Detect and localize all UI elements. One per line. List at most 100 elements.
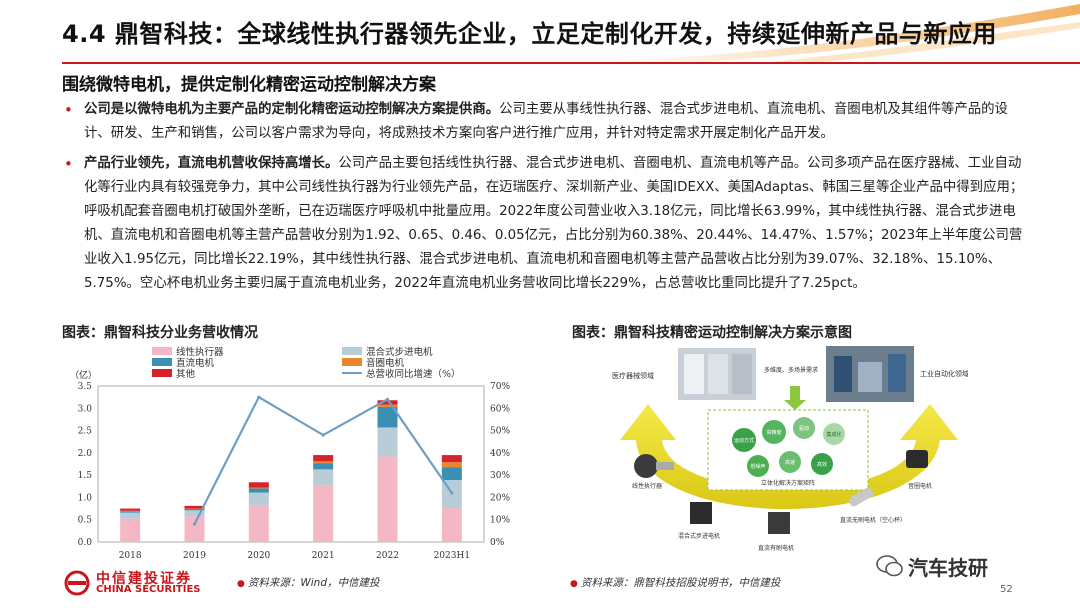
page-number: 52 — [1000, 584, 1013, 595]
header-swoosh-decoration — [560, 4, 1080, 62]
dc-brushless-photo — [848, 487, 874, 507]
growth-point — [321, 433, 325, 437]
plot-frame — [97, 385, 485, 543]
y-tick-label: 2.5 — [78, 427, 93, 437]
y2-tick-label: 70% — [490, 382, 510, 392]
y-tick-label: 1.5 — [78, 471, 93, 481]
linear-actuator-photo — [634, 454, 658, 478]
y2-tick-label: 50% — [490, 427, 510, 437]
bar-segment — [313, 455, 334, 462]
bar-segment — [441, 467, 462, 481]
y2-tick-label: 10% — [490, 516, 510, 526]
bubble-3: 驱动 — [799, 425, 809, 432]
bar-segment — [313, 485, 334, 542]
bubble-6: 高速 — [785, 459, 795, 466]
label-medical: 医疗器械领域 — [612, 371, 654, 380]
bubble-1: 运动方式 — [734, 437, 754, 444]
bar-segment — [248, 492, 269, 506]
x-tick-label: 2021 — [312, 551, 335, 561]
yellow-u-arrow — [620, 404, 958, 509]
x-tick-label: 2023H1 — [434, 551, 470, 561]
y2-tick-label: 60% — [490, 404, 510, 414]
y-tick-label: 1.0 — [78, 493, 93, 503]
x-tick-label: 2018 — [119, 551, 142, 561]
citic-logo-icon — [64, 570, 90, 596]
x-tick-label: 2022 — [376, 551, 399, 561]
label-center: 立体化解决方案矩阵 — [761, 479, 815, 487]
growth-point — [450, 491, 454, 495]
legend-label: 混合式步进电机 — [366, 346, 433, 358]
label-industrial: 工业自动化领域 — [920, 369, 968, 378]
legend-label: 直流电机 — [176, 357, 215, 369]
bar-segment — [377, 456, 398, 542]
bullet-item-2: 产品行业领先，直流电机营收保持高增长。公司产品主要包括线性执行器、混合式步进电机… — [62, 152, 1027, 296]
bullet-2-text: 公司产品主要包括线性执行器、混合式步进电机、音圈电机、直流电机等产品。公司多项产… — [84, 156, 1024, 291]
bar-segment — [313, 461, 334, 464]
logo-english: CHINA SECURITIES — [96, 584, 201, 595]
bullet-item-1: 公司是以微特电机为主要产品的定制化精密运动控制解决方案提供商。公司主要从事线性执… — [62, 98, 1027, 146]
voice-coil-photo — [906, 450, 928, 468]
hybrid-stepper-photo — [690, 502, 712, 524]
dc-brushed-photo — [768, 512, 790, 534]
solution-diagram: 医疗器械领域 工业自动化领域 多维度、多场景需求 运动方式 高精度 驱动 集成化… — [612, 346, 968, 552]
label-voice: 音圈电机 — [908, 482, 932, 490]
bubble-4: 集成化 — [826, 431, 841, 438]
wechat-icon — [876, 555, 903, 577]
page-title: 4.4 鼎智科技：全球线性执行器领先企业，立足定制化开发，持续延伸新产品与新应用 — [62, 20, 997, 48]
section-subtitle: 围绕微特电机，提供定制化精密运动控制解决方案 — [62, 75, 436, 95]
bullet-2-bold: 产品行业领先，直流电机营收保持高增长。 — [84, 156, 339, 171]
y-axis-unit: （亿） — [70, 369, 97, 381]
bar-segment — [184, 509, 205, 511]
bullet-list: 公司是以微特电机为主要产品的定制化精密运动控制解决方案提供商。公司主要从事线性执… — [62, 98, 1027, 302]
bar-segment — [248, 487, 269, 489]
bar-segment — [377, 427, 398, 457]
bubble-7: 高效 — [817, 461, 827, 468]
left-figure-title: 图表：鼎智科技分业务营收情况 — [62, 325, 258, 341]
legend-swatch — [152, 358, 172, 366]
solution-matrix-box — [707, 409, 869, 491]
y-tick-label: 0.5 — [78, 516, 93, 526]
right-figure-source: 资料来源：鼎智科技招股说明书，中信建投 — [570, 575, 781, 590]
left-figure-source: 资料来源：Wind，中信建投 — [237, 575, 380, 590]
right-figure-title: 图表：鼎智科技精密运动控制解决方案示意图 — [572, 325, 852, 341]
header-bar: 4.4 鼎智科技：全球线性执行器领先企业，立足定制化开发，持续延伸新产品与新应用 — [0, 0, 1080, 62]
bar-segment — [248, 488, 269, 493]
label-dc-brushless: 直流无刷电机（空心杯） — [840, 516, 906, 524]
y2-tick-label: 40% — [490, 449, 510, 459]
bullet-1-bold: 公司是以微特电机为主要产品的定制化精密运动控制解决方案提供商。 — [84, 102, 500, 117]
label-linear: 线性执行器 — [632, 482, 662, 490]
bar-segment — [184, 510, 205, 517]
bubble-2: 高精度 — [766, 429, 781, 436]
y2-tick-label: 0% — [490, 538, 505, 548]
bar-segment — [184, 505, 205, 509]
y-tick-label: 2.0 — [78, 449, 93, 459]
label-hybrid: 混合式步进电机 — [678, 532, 720, 540]
y2-tick-label: 30% — [490, 471, 510, 481]
watermark-text: 汽车技研 — [908, 556, 988, 580]
bar-segment — [120, 518, 141, 542]
x-tick-label: 2019 — [183, 551, 206, 561]
bar-segment — [313, 469, 334, 486]
bar-segment — [120, 512, 141, 519]
y-tick-label: 0.0 — [78, 538, 93, 548]
x-tick-label: 2020 — [247, 551, 270, 561]
header-divider — [62, 62, 1080, 64]
legend-swatch — [342, 358, 362, 366]
label-dc-brushed: 直流有刷电机 — [758, 544, 794, 552]
bar-segment — [120, 511, 141, 513]
bar-segment — [248, 505, 269, 542]
bar-segment — [377, 406, 398, 428]
legend-swatch — [152, 347, 172, 355]
legend-label: 总营收同比增速（%） — [366, 368, 461, 380]
logo-chinese: 中信建投证券 — [96, 571, 192, 587]
bar-segment — [313, 463, 334, 470]
growth-point — [257, 395, 261, 399]
bar-segment — [441, 462, 462, 468]
bar-segment — [248, 482, 269, 488]
bar-segment — [377, 400, 398, 405]
legend-label: 其他 — [176, 368, 196, 380]
bar-segment — [377, 404, 398, 407]
y2-tick-label: 20% — [490, 493, 510, 503]
bar-segment — [120, 508, 141, 511]
y-tick-label: 3.0 — [78, 404, 93, 414]
